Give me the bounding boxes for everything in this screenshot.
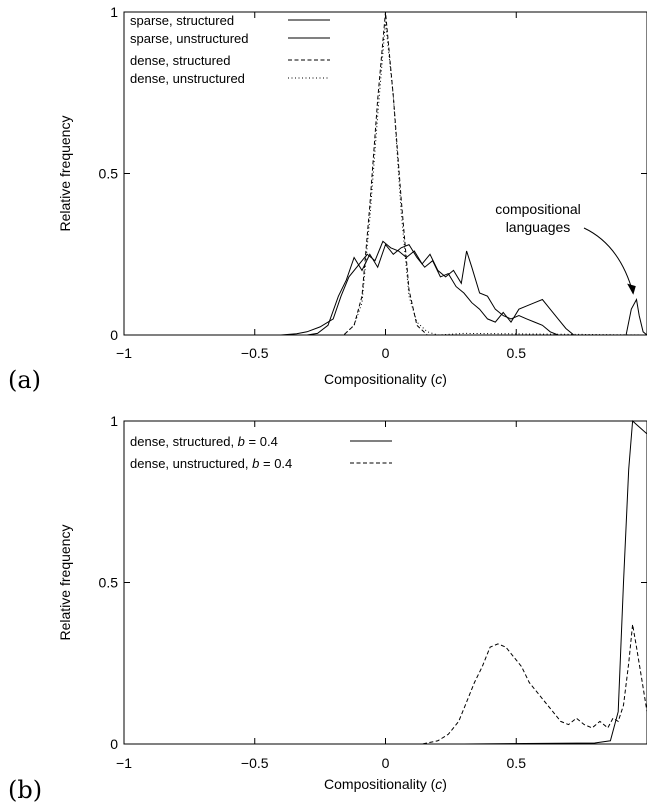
- x-tick-label: 0: [382, 755, 390, 771]
- y-tick-label: 0: [110, 736, 118, 752]
- series-line-3: [124, 11, 647, 336]
- series-line-2: [124, 624, 647, 745]
- legend: dense, structured, b = 0.4 dense, unstruc…: [130, 434, 392, 471]
- legend-label: sparse, structured: [130, 13, 234, 28]
- y-tick-label: 1: [110, 413, 118, 429]
- legend-label: dense, unstructured: [130, 71, 245, 86]
- x-tick-label: 0.5: [507, 345, 527, 361]
- x-axis-title: Compositionality (c): [324, 371, 447, 387]
- y-axis-title: Relative frequency: [57, 116, 73, 232]
- y-tick-label: 0: [110, 327, 118, 343]
- y-tick-label: 0.5: [99, 575, 119, 591]
- panel-label: (a): [8, 366, 41, 394]
- panel-label: (b): [8, 776, 42, 804]
- annotation-arrowhead: [627, 283, 636, 295]
- annotation-line-2: languages: [506, 219, 571, 235]
- x-axis-title: Compositionality (c): [324, 776, 447, 792]
- series-line-2: [124, 243, 647, 336]
- y-tick-label: 1: [110, 4, 118, 20]
- y-axis-title: Relative frequency: [57, 525, 73, 641]
- legend-label: sparse, unstructured: [130, 31, 249, 46]
- series-line-1: [124, 419, 647, 745]
- x-tick-label: −1: [116, 345, 132, 361]
- panel-a: −1 −0.5 0 0.5 0 0.5 1 Compositionality (c) Relat…: [8, 4, 647, 394]
- x-tick-label: 0: [382, 345, 390, 361]
- legend-label: dense, structured, b = 0.4: [130, 434, 278, 449]
- panel-b: −1 −0.5 0 0.5 0 0.5 1 Compositionality (c) Relat…: [8, 413, 647, 804]
- y-tick-label: 0.5: [99, 166, 119, 182]
- legend-label: dense, structured: [130, 53, 230, 68]
- annotation-arrow: [583, 227, 634, 294]
- x-tick-label: −0.5: [241, 755, 269, 771]
- legend: sparse, structured sparse, unstructured de…: [130, 13, 330, 86]
- series-line-1: [124, 240, 647, 336]
- series-line-4: [124, 21, 647, 336]
- x-tick-label: −0.5: [241, 345, 269, 361]
- x-tick-label: −1: [116, 755, 132, 771]
- legend-label: dense, unstructured, b = 0.4: [130, 456, 292, 471]
- annotation-line-1: compositional: [495, 201, 581, 217]
- x-tick-label: 0.5: [507, 755, 527, 771]
